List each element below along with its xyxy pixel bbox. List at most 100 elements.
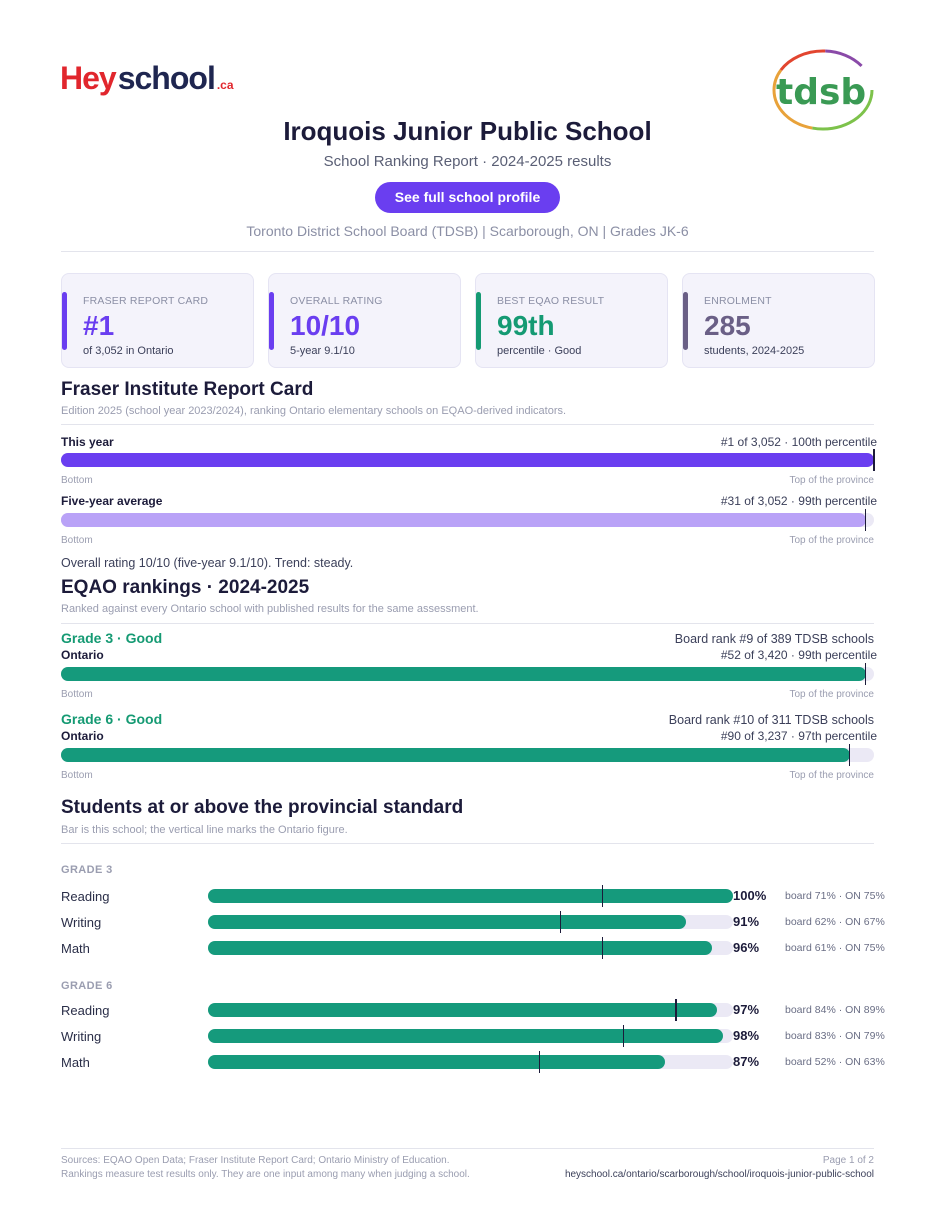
school-result-bar [208, 941, 712, 955]
fraser-row-label: Five-year average [61, 494, 163, 508]
fraser-percentile-fill [61, 513, 866, 527]
subject-bar-track [208, 911, 733, 933]
fraser-row-label: This year [61, 435, 114, 449]
card-value: 285 [704, 310, 751, 341]
card-label: BEST EQAO RESULT [497, 295, 605, 307]
subject-name: Writing [61, 915, 102, 930]
stat-card-fraser: FRASER REPORT CARD #1 of 3,052 in Ontari… [61, 273, 254, 368]
eqao-percentile-marker [864, 663, 867, 685]
divider [61, 424, 874, 425]
school-percent: 91% [733, 914, 760, 929]
card-accent [62, 292, 67, 350]
eqao-province-rank: #52 of 3,420 · 99th percentile [720, 648, 877, 662]
ontario-marker [675, 999, 677, 1021]
fraser-percentile-track [61, 449, 875, 471]
tdsb-letter-t: tdsb [776, 72, 866, 113]
fraser-percentile-marker [864, 509, 867, 531]
subject-bar-track [208, 1051, 733, 1073]
board-ontario-comparison: board 62% · ON 67% [785, 916, 885, 928]
fraser-percentile-track [61, 509, 874, 531]
fraser-section-note: Edition 2025 (school year 2023/2024), ra… [61, 405, 567, 417]
fraser-row-rank: #31 of 3,052 · 99th percentile [720, 494, 877, 508]
divider [61, 623, 874, 624]
card-accent [683, 292, 688, 350]
school-result-bar [208, 889, 733, 903]
subject-bar-track [208, 885, 733, 907]
subject-bar-track [208, 999, 733, 1021]
school-result-bar [208, 915, 686, 929]
eqao-percentile-track [61, 744, 874, 766]
card-value: 10/10 [290, 310, 361, 341]
svg-text:tdsb: tdsb [776, 72, 866, 113]
school-percent: 100% [733, 888, 767, 903]
eqao-scope-label: Ontario [61, 648, 104, 662]
subject-name: Math [61, 1055, 90, 1070]
logo-hey-text: Hey [60, 60, 117, 96]
page-number: Page 1 of 2 [822, 1155, 874, 1166]
footer-page-info: Page 1 of 2 heyschool.ca/ontario/scarbor… [565, 1154, 874, 1182]
tdsb-logo-icon: tdsb [772, 49, 874, 131]
card-label: FRASER REPORT CARD [83, 295, 209, 307]
heyschool-logo[interactable]: Hey school .ca [60, 60, 234, 97]
see-full-profile-button[interactable]: See full school profile [375, 182, 560, 213]
footer-disclaimer: Rankings measure test results only. They… [61, 1169, 470, 1180]
fraser-row-rank: #1 of 3,052 · 100th percentile [720, 435, 877, 449]
footer-url-link[interactable]: heyschool.ca/ontario/scarborough/school/… [564, 1169, 874, 1180]
eqao-grade-heading: Grade 6 · Good [61, 711, 163, 727]
subject-name: Writing [61, 1029, 102, 1044]
subject-bar-track [208, 937, 733, 959]
grade-group-label: GRADE 3 [61, 864, 113, 876]
eqao-board-rank: Board rank #9 of 389 TDSB schools [674, 632, 874, 646]
ontario-marker [559, 911, 562, 933]
school-result-bar [208, 1029, 723, 1043]
ontario-marker [601, 937, 604, 959]
board-ontario-comparison: board 83% · ON 79% [785, 1030, 885, 1042]
standard-section-note: Bar is this school; the vertical line ma… [61, 824, 348, 836]
ontario-marker [538, 1051, 541, 1073]
scale-bottom-label: Bottom [61, 475, 93, 486]
school-title: Iroquois Junior Public School [283, 116, 652, 146]
ontario-marker [601, 885, 604, 907]
card-sub: 5-year 9.1/10 [290, 345, 355, 357]
eqao-province-rank: #90 of 3,237 · 97th percentile [720, 729, 877, 743]
eqao-percentile-track [61, 663, 874, 685]
stat-card-enrolment: ENROLMENT 285 students, 2024-2025 [682, 273, 875, 368]
scale-top-label: Top of the province [789, 689, 875, 700]
grade-group-label: GRADE 6 [61, 980, 113, 992]
scale-top-label: Top of the province [789, 475, 875, 486]
fraser-section-title: Fraser Institute Report Card [61, 379, 314, 400]
divider [61, 843, 874, 844]
card-label: OVERALL RATING [290, 295, 383, 307]
eqao-section-note: Ranked against every Ontario school with… [61, 603, 479, 615]
scale-bottom-label: Bottom [61, 535, 93, 546]
card-value: 99th [497, 310, 555, 341]
school-percent: 96% [733, 940, 760, 955]
scale-bottom-label: Bottom [61, 770, 93, 781]
school-result-bar [208, 1055, 665, 1069]
eqao-percentile-fill [61, 748, 850, 762]
eqao-section-title: EQAO rankings · 2024-2025 [61, 577, 310, 598]
logo-school-text: school [117, 60, 216, 96]
scale-top-label: Top of the province [789, 770, 875, 781]
eqao-board-rank: Board rank #10 of 311 TDSB schools [668, 713, 874, 727]
card-label: ENROLMENT [704, 295, 772, 307]
fraser-summary: Overall rating 10/10 (five-year 9.1/10).… [61, 556, 354, 570]
fraser-percentile-marker [873, 449, 875, 471]
stat-card-eqao: BEST EQAO RESULT 99th percentile · Good [475, 273, 668, 368]
standard-section-title: Students at or above the provincial stan… [61, 797, 464, 818]
school-meta: Toronto District School Board (TDSB) | S… [246, 223, 689, 239]
card-accent [269, 292, 274, 350]
board-ontario-comparison: board 71% · ON 75% [785, 890, 885, 902]
subject-name: Reading [61, 1003, 110, 1018]
eqao-percentile-fill [61, 667, 866, 681]
eqao-percentile-marker [848, 744, 851, 766]
card-value: #1 [83, 310, 115, 341]
eqao-scope-label: Ontario [61, 729, 104, 743]
fraser-percentile-fill [61, 453, 874, 467]
report-subtitle: School Ranking Report · 2024-2025 result… [323, 153, 612, 170]
tdsb-logo: tdsb [770, 48, 876, 132]
card-accent [476, 292, 481, 350]
card-sub: students, 2024-2025 [704, 345, 805, 357]
ontario-marker [622, 1025, 625, 1047]
stat-card-rating: OVERALL RATING 10/10 5-year 9.1/10 [268, 273, 461, 368]
